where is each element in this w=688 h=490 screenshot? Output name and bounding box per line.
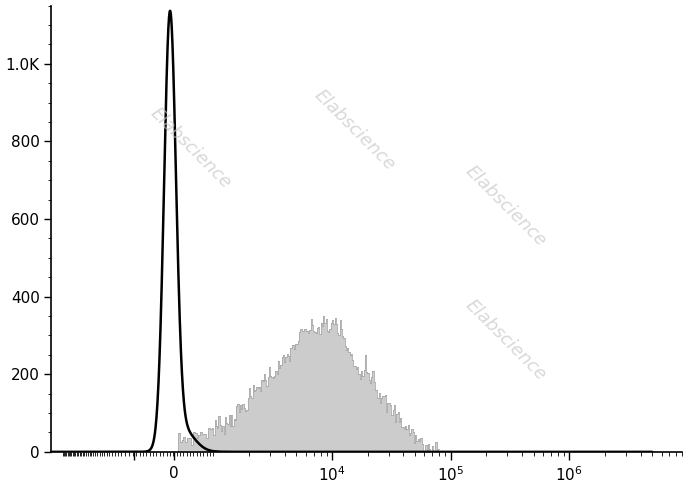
Text: Elabscience: Elabscience <box>462 162 550 250</box>
Text: Elabscience: Elabscience <box>147 104 235 193</box>
Text: Elabscience: Elabscience <box>310 87 398 174</box>
Text: Elabscience: Elabscience <box>462 296 550 384</box>
